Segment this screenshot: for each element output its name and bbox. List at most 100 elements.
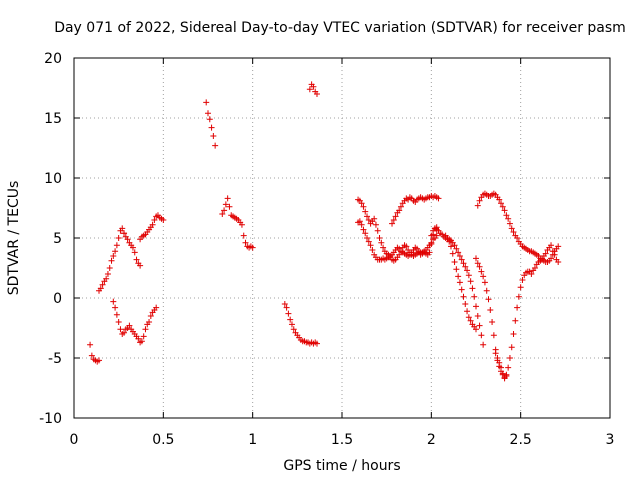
data-point [548,242,555,249]
data-point [119,225,126,232]
data-point [428,239,435,246]
data-point [133,256,140,263]
data-point [104,271,111,277]
series-s17 [492,350,510,381]
x-tick-label: 1 [248,432,257,448]
y-tick-label: 15 [44,111,62,127]
data-point [249,244,256,251]
chart-title: Day 071 of 2022, Sidereal Day-to-day VTE… [54,20,626,36]
data-point [455,249,462,256]
y-tick-label: 0 [53,291,62,307]
data-point [473,303,479,310]
data-point [121,230,128,237]
data-point [140,333,147,340]
data-point [242,239,249,246]
data-point [458,286,465,293]
data-point [206,116,213,123]
y-axis-label: SDTVAR / TECUs [6,181,22,296]
data-point [151,217,158,223]
grid-lines [74,58,610,418]
data-point [146,319,153,325]
data-point [389,220,396,227]
data-point [503,373,510,379]
data-point [428,232,435,239]
data-point [453,245,460,252]
data-point [135,335,142,342]
data-point [392,213,399,220]
series-s7 [219,195,256,251]
data-point [240,232,247,239]
data-point [224,195,231,202]
data-point [205,110,211,117]
data-point [476,322,483,329]
data-point [364,213,371,220]
data-point [362,208,369,215]
data-point [364,235,371,241]
data-point [117,326,124,333]
data-point [480,341,487,348]
data-point [487,307,494,313]
data-point [313,91,320,97]
data-point [447,243,454,250]
plot-frame [73,57,611,419]
series-s10 [355,196,440,264]
x-axis-label: GPS time / hours [283,458,400,474]
data-point [376,235,383,241]
data-point [542,250,549,257]
data-point [469,285,476,292]
data-point [356,218,363,225]
series-s3 [121,230,144,269]
data-point [88,352,95,359]
data-point [464,308,471,315]
data-point [499,370,506,377]
data-point [460,260,467,267]
data-point [510,331,517,337]
data-point [496,359,503,366]
series-s4 [110,298,160,346]
data-point [467,278,474,285]
data-point [453,266,460,273]
y-tick-label: 20 [44,51,62,67]
data-point [506,220,513,227]
data-point [501,207,508,214]
data-point [147,313,154,319]
data-point [451,259,458,265]
axis-ticks: 0 0.5 1 1.5 2 2.5 3 -10 -5 0 5 10 15 20 [39,51,614,448]
data-point [97,285,104,292]
y-tick-label: 10 [44,171,62,187]
data-points [87,81,562,382]
data-point [108,257,115,264]
data-point [208,124,215,131]
data-point [369,247,376,253]
data-point [426,249,433,256]
data-point [397,203,404,210]
data-point [548,255,555,262]
series-s5 [137,212,167,243]
data-point [519,277,526,283]
data-point [480,273,487,280]
data-point [110,253,117,259]
data-point [449,250,456,257]
data-point [138,338,145,345]
data-point [476,197,483,204]
data-point [110,298,117,305]
data-point [226,203,233,210]
data-point [451,242,458,249]
data-point [396,207,403,214]
data-point [212,142,219,149]
data-point [367,242,374,249]
data-point [238,221,245,228]
data-point [222,201,229,208]
data-point [360,226,367,233]
data-point [474,260,481,267]
x-tick-label: 3 [606,432,615,448]
data-point [113,242,120,249]
data-point [285,310,292,317]
data-point [372,221,379,228]
data-point [505,215,512,222]
x-tick-label: 0 [70,432,79,448]
x-tick-label: 2 [427,432,436,448]
data-point [474,313,481,319]
